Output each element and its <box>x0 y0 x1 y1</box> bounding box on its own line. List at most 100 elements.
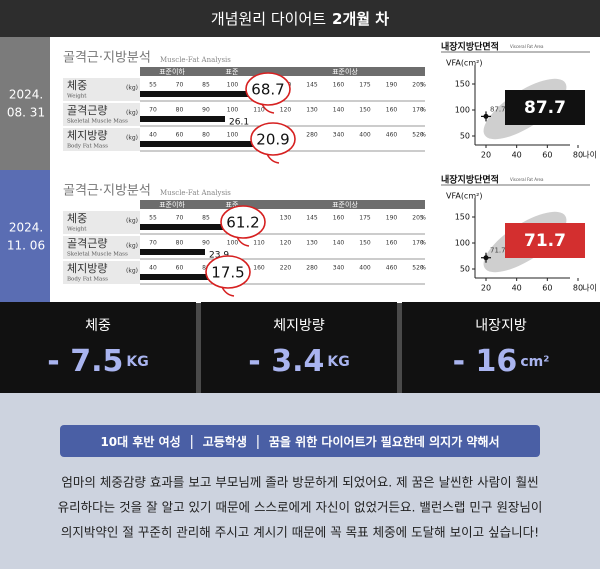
scale-label: 100 <box>227 132 239 139</box>
vfa-title: 내장지방단면적 <box>441 174 499 186</box>
story-line: 의지박약인 절 꾸준히 관리해 주시고 계시기 때문에 꼭 목표 체중에 도달해… <box>61 525 539 540</box>
range-label: 표준이상 <box>332 200 358 209</box>
story-line: 유리하다는 것을 잘 알고 있기 때문에 스스로에게 자신이 없었거든요. 밸런… <box>58 500 543 515</box>
scale-label: 120 <box>280 240 292 247</box>
value-circle <box>205 255 251 289</box>
vfa-x-tick-label: 60 <box>542 284 552 293</box>
scale-label: 100 <box>227 82 239 89</box>
vfa-x-tick-label: 40 <box>512 284 522 293</box>
row-name: 체중 <box>67 212 87 225</box>
row-name-box <box>63 211 140 234</box>
scale-label: 55 <box>149 215 157 222</box>
row-value: 17.5 <box>211 264 244 282</box>
range-header <box>140 67 425 76</box>
vfa-box <box>505 90 585 125</box>
scale-label: 100 <box>227 240 239 247</box>
row-name-en: Weight <box>67 227 87 233</box>
row-name-box <box>63 261 140 284</box>
profile-banner <box>60 425 540 457</box>
scale-label: 70 <box>149 240 157 247</box>
range-label: 표준이하 <box>159 67 185 76</box>
row-name-en: Weight <box>67 94 87 100</box>
scale-label: 190 <box>386 82 398 89</box>
row-bar <box>140 116 225 122</box>
result-value: - 3.4 <box>248 344 324 379</box>
date-panel <box>0 37 50 170</box>
scale-label: 110 <box>253 240 265 247</box>
scale-label: 110 <box>253 107 265 114</box>
scale-label: 90 <box>202 240 210 247</box>
row-bar <box>140 141 255 147</box>
range-label: 표준 <box>226 68 239 76</box>
profile-item: 꿈을 위한 다이어트가 필요한데 의지가 약해서 <box>269 434 500 449</box>
scale-unit: % <box>420 215 426 222</box>
scale-label: 60 <box>176 132 184 139</box>
result-label: 내장지방 <box>475 318 527 334</box>
range-header <box>140 200 425 209</box>
row-unit: (kg) <box>126 243 138 250</box>
header-bar <box>0 0 600 37</box>
row-name-en: Skeletal Muscle Mass <box>67 252 128 258</box>
header-title-highlight: 2개월 차 <box>332 10 389 28</box>
row-name-box <box>63 103 140 126</box>
row-unit: (kg) <box>126 85 138 92</box>
vfa-y-tick-label: 100 <box>455 106 470 115</box>
scale-unit: % <box>420 132 426 139</box>
profile-item: 10대 후반 여성 <box>100 434 180 449</box>
row-name: 체중 <box>67 79 87 92</box>
scale-label: 400 <box>359 132 371 139</box>
result-box <box>0 302 196 393</box>
row-bar <box>140 274 210 280</box>
vfa-x-label: 나이 <box>582 150 597 160</box>
scale-label: 55 <box>149 82 157 89</box>
value-circle <box>220 205 266 239</box>
value-circle-tail <box>221 286 235 297</box>
scale-label: 280 <box>306 265 318 272</box>
vfa-x-tick-label: 80 <box>573 151 583 160</box>
profile-line: 10대 후반 여성 고등학생 꿈을 위한 다이어트가 필요한데 의지가 약해서 <box>100 434 499 449</box>
scale-label: 220 <box>280 265 292 272</box>
row-name-box <box>63 236 140 259</box>
scale-label: 85 <box>202 215 210 222</box>
result-value-line: - 3.4 KG <box>248 344 349 379</box>
scale-unit: % <box>420 107 426 114</box>
value-circle <box>250 122 296 156</box>
scale-label: 70 <box>149 107 157 114</box>
value-circle-tail <box>261 103 275 114</box>
result-box <box>201 302 397 393</box>
vfa-title: 내장지방단면적 <box>441 41 499 53</box>
range-label: 표준이하 <box>159 200 185 209</box>
scale-label: 460 <box>386 132 398 139</box>
row-bar <box>140 249 205 255</box>
vfa-x-tick-label: 80 <box>573 284 583 293</box>
scale-unit: % <box>420 240 426 247</box>
row-value: 26.1 <box>229 118 249 128</box>
vfa-x-tick-label: 60 <box>542 151 552 160</box>
scale-label: 520 <box>412 132 424 139</box>
vfa-point <box>483 255 489 261</box>
vfa-x-label: 나이 <box>582 283 597 293</box>
range-label: 표준이상 <box>332 67 358 76</box>
vfa-y-label: VFA(cm²) <box>446 192 482 201</box>
scale-label: 160 <box>386 107 398 114</box>
analysis-title: 골격근·지방분석 <box>63 51 151 66</box>
scale-label: 130 <box>306 107 318 114</box>
vfa-box-value: 87.7 <box>524 98 566 118</box>
scale-label: 60 <box>176 265 184 272</box>
value-circle-tail <box>266 153 280 164</box>
header-title: 개념원리 다이어트 2개월 차 <box>211 10 389 28</box>
scale-label: 40 <box>149 132 157 139</box>
scale-label: 160 <box>333 215 345 222</box>
row-name-en: Body Fat Mass <box>67 277 108 283</box>
vfa-point-label: 87.7 <box>490 105 506 113</box>
scale-label: 280 <box>306 132 318 139</box>
scale-label: 70 <box>176 82 184 89</box>
row-bar <box>140 224 225 230</box>
scale-label: 205 <box>412 82 424 89</box>
vfa-box-value: 71.7 <box>524 231 566 251</box>
row-value: 23.9 <box>209 251 229 261</box>
row-name: 골격근량 <box>67 104 107 117</box>
vfa-point <box>483 113 489 119</box>
scale-label: 90 <box>202 107 210 114</box>
row-name-box <box>63 78 140 101</box>
